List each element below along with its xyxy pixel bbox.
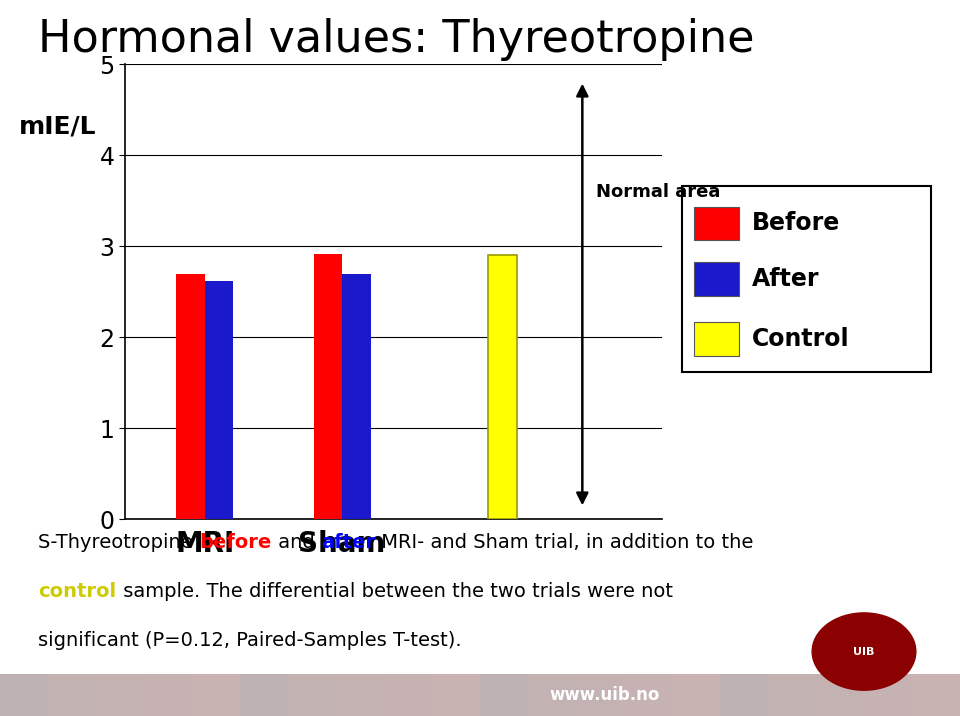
Bar bbox=[816, 674, 864, 716]
Bar bbox=[480, 674, 528, 716]
Bar bbox=[192, 674, 240, 716]
Text: before: before bbox=[200, 533, 272, 553]
Bar bbox=[0, 674, 48, 716]
Text: significant (P=0.12, Paired-Samples T-test).: significant (P=0.12, Paired-Samples T-te… bbox=[38, 631, 462, 650]
Bar bbox=[288, 674, 336, 716]
FancyBboxPatch shape bbox=[694, 322, 739, 356]
Bar bbox=[768, 674, 816, 716]
Bar bbox=[864, 674, 912, 716]
Bar bbox=[576, 674, 624, 716]
Bar bbox=[672, 674, 720, 716]
Bar bbox=[314, 253, 342, 519]
Text: mIE/L: mIE/L bbox=[19, 115, 97, 139]
Text: after: after bbox=[321, 533, 374, 553]
Bar bbox=[96, 674, 144, 716]
Bar bbox=[204, 281, 233, 519]
Text: S-Thyreotropine: S-Thyreotropine bbox=[38, 533, 200, 553]
Bar bbox=[624, 674, 672, 716]
Bar bbox=[432, 674, 480, 716]
Bar bbox=[720, 674, 768, 716]
Text: Hormonal values: Thyreotropine: Hormonal values: Thyreotropine bbox=[38, 18, 755, 61]
Text: and: and bbox=[272, 533, 321, 553]
Bar bbox=[342, 274, 371, 519]
Text: sample. The differential between the two trials were not: sample. The differential between the two… bbox=[116, 582, 673, 601]
Text: MRI- and Sham trial, in addition to the: MRI- and Sham trial, in addition to the bbox=[374, 533, 753, 553]
Circle shape bbox=[812, 613, 916, 690]
Text: UIB: UIB bbox=[853, 647, 875, 657]
Text: After: After bbox=[752, 267, 819, 291]
Bar bbox=[912, 674, 960, 716]
Text: control: control bbox=[38, 582, 116, 601]
Bar bbox=[528, 674, 576, 716]
Bar bbox=[488, 256, 516, 519]
Bar bbox=[336, 674, 384, 716]
Text: Normal area: Normal area bbox=[596, 183, 720, 200]
Bar bbox=[177, 274, 204, 519]
Bar bbox=[384, 674, 432, 716]
Bar bbox=[240, 674, 288, 716]
Bar bbox=[48, 674, 96, 716]
FancyBboxPatch shape bbox=[694, 207, 739, 240]
Text: www.uib.no: www.uib.no bbox=[550, 686, 660, 705]
Bar bbox=[144, 674, 192, 716]
FancyBboxPatch shape bbox=[694, 263, 739, 296]
Text: Control: Control bbox=[752, 326, 849, 351]
Text: Before: Before bbox=[752, 211, 840, 236]
